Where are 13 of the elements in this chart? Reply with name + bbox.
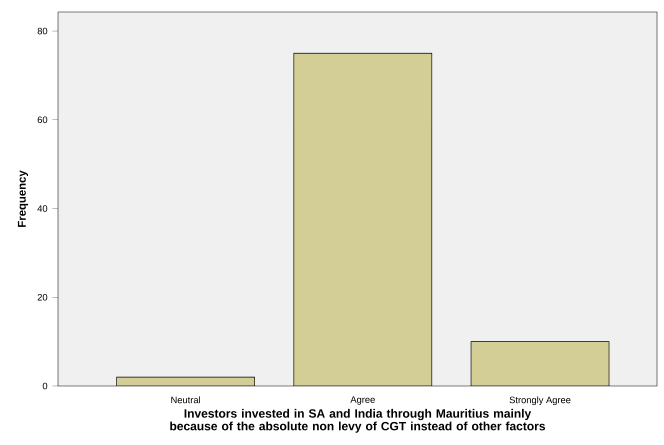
y-tick-label: 40 — [37, 205, 48, 212]
x-tick-label: Neutral — [171, 396, 200, 404]
x-tick-label: Strongly Agree — [510, 396, 570, 406]
y-tick-label: 80 — [38, 28, 48, 34]
y-tick-label: 20 — [38, 294, 48, 301]
x-tick-label: Agree — [350, 396, 375, 405]
y-tick-label: 60 — [38, 116, 48, 124]
bar — [293, 52, 432, 386]
bar — [116, 377, 255, 386]
x-axis-title: Investors invested in SA and India through Mauritius mainly because of the absolute non levy of CGT instead of other factors — [170, 408, 546, 433]
y-axis-title: Frequency — [18, 170, 28, 227]
y-tick-label: 0 — [42, 382, 48, 390]
bar — [470, 341, 610, 386]
